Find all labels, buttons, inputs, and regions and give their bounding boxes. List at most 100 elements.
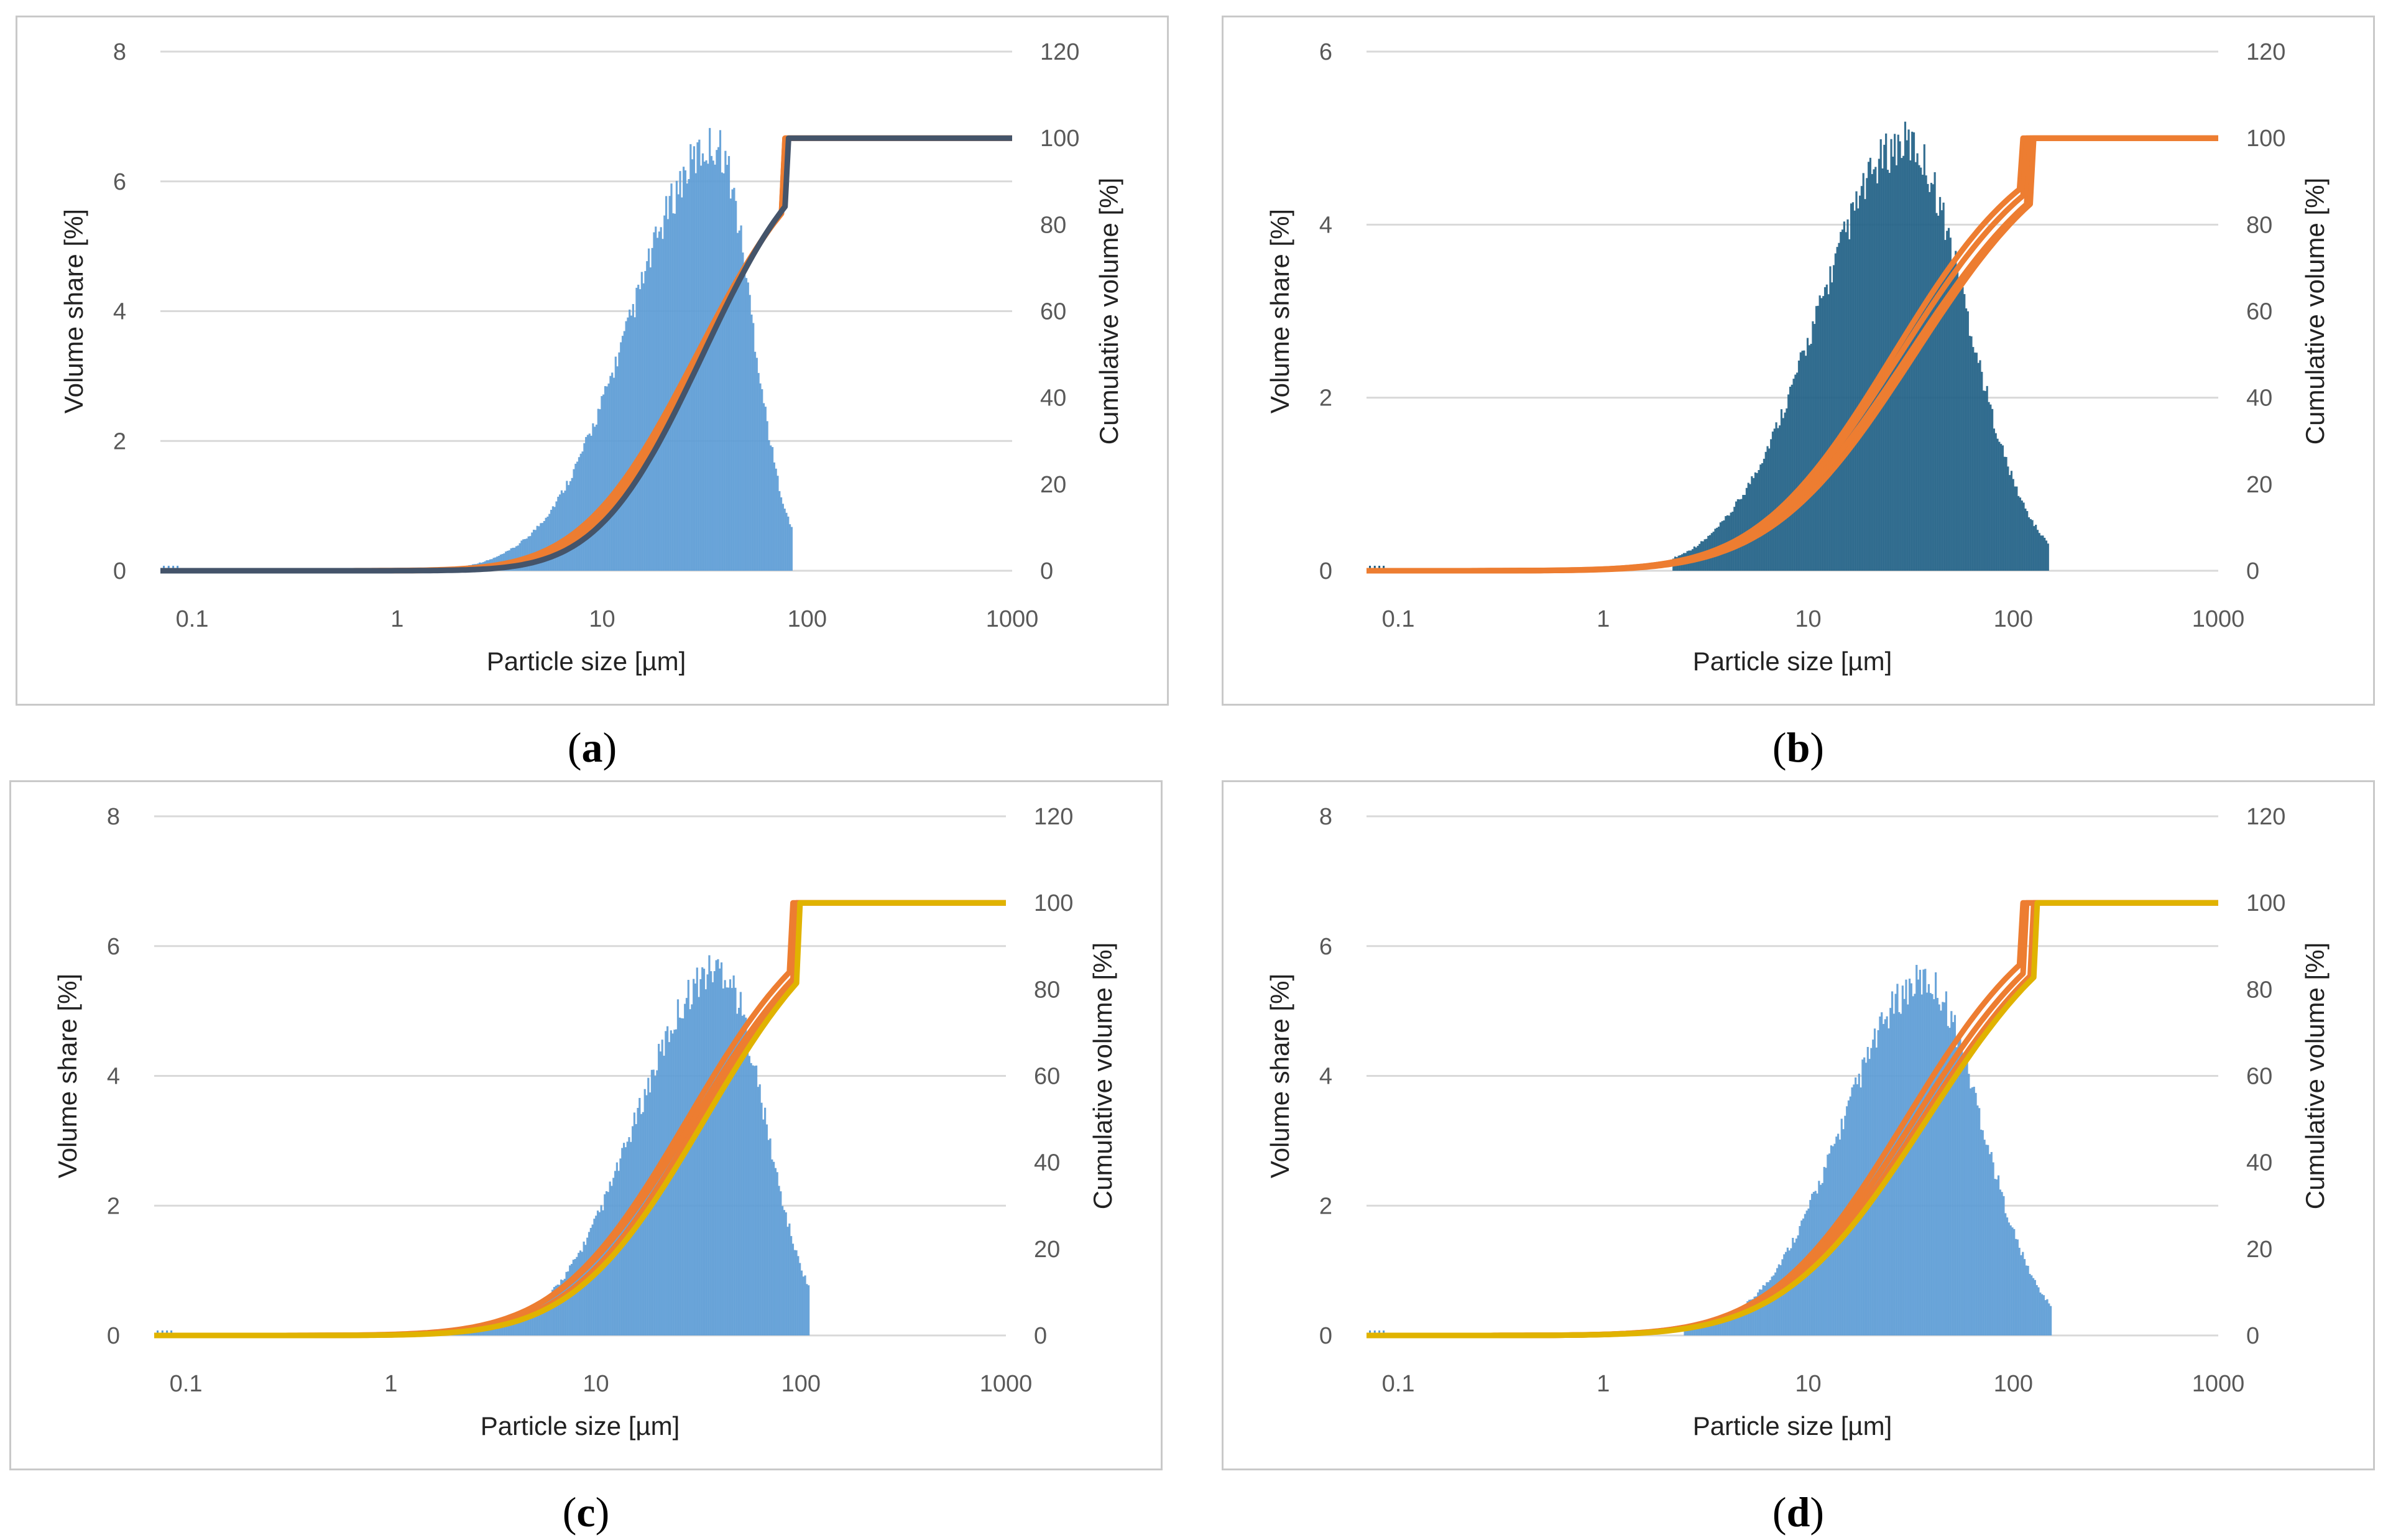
histogram-bar: [1749, 484, 1751, 571]
histogram-bar: [2029, 1273, 2031, 1335]
y-left-axis-label: Volume share [%]: [59, 209, 88, 413]
histogram-bar: [1738, 1309, 1740, 1335]
histogram-bar: [665, 196, 668, 571]
x-tick-label: 1: [1597, 606, 1610, 632]
histogram-bar: [540, 523, 542, 571]
histogram-bar: [736, 233, 739, 571]
histogram-bar: [1832, 265, 1835, 571]
panel-caption: (c): [562, 1488, 610, 1536]
histogram-bar: [755, 1065, 758, 1335]
histogram-bar: [551, 506, 555, 571]
histogram-bar: [1946, 231, 1948, 571]
histogram-bar: [2018, 1247, 2021, 1335]
histogram-bar: [1996, 1179, 1998, 1335]
histogram-bar: [602, 394, 605, 571]
histogram-bar: [588, 1232, 591, 1335]
histogram-bar: [1818, 295, 1821, 571]
histogram-bar: [745, 278, 748, 571]
histogram-bar: [558, 1284, 561, 1335]
y-right-tick-label: 40: [1040, 385, 1066, 412]
histogram-bar: [1797, 1235, 1799, 1335]
histogram-bar: [808, 1285, 810, 1335]
histogram-bar: [683, 167, 685, 571]
histogram-bar: [1988, 402, 1990, 571]
histogram-bar: [1706, 1326, 1709, 1335]
y-right-tick-label: 20: [1034, 1237, 1060, 1263]
histogram-bar: [1961, 287, 1964, 571]
histogram-bar: [1708, 1325, 1710, 1335]
y-right-tick-label: 0: [1040, 558, 1053, 584]
histogram-bar: [1751, 476, 1753, 571]
histogram-bar: [1841, 229, 1844, 571]
histogram-bar: [1955, 251, 1957, 571]
histogram-bar: [654, 1076, 657, 1335]
histogram-bar: [592, 423, 594, 571]
histogram-bar: [1972, 347, 1975, 571]
histogram-bar: [481, 1330, 484, 1335]
histogram-bar: [727, 987, 730, 1335]
histogram-bar: [583, 1242, 585, 1335]
histogram-bar: [679, 171, 681, 571]
cumulative-curves: [1367, 135, 2218, 574]
histogram-bar: [567, 1271, 569, 1335]
panel-caption: (b): [1772, 724, 1825, 771]
histogram-bar: [716, 150, 718, 571]
histogram-bar: [607, 383, 610, 571]
histogram-bar: [1924, 969, 1927, 1335]
histogram-bar: [780, 497, 783, 571]
histogram-bar: [1791, 384, 1793, 571]
cumulative-line-yellow-1: [1367, 900, 2218, 1339]
histogram-bar: [703, 969, 706, 1335]
histogram-bar: [2022, 1252, 2024, 1335]
histogram-bar: [2039, 1292, 2042, 1335]
histogram-bar: [1898, 1012, 1901, 1335]
histogram-bar: [530, 1311, 533, 1335]
histogram-bar: [711, 982, 714, 1335]
cumulative-curves: [154, 900, 1006, 1339]
histogram-bar: [1715, 1322, 1718, 1335]
y-right-tick-label: 100: [2246, 890, 2285, 916]
histogram-bar: [1981, 372, 1983, 571]
histogram-bar: [483, 1330, 486, 1335]
histogram-bar: [586, 435, 589, 571]
histogram-bar: [735, 201, 737, 571]
histogram-bar: [1873, 169, 1875, 571]
histogram-bar: [1797, 360, 1800, 571]
histogram-bar: [724, 980, 726, 1335]
histogram-bar: [1747, 482, 1749, 571]
y-left-tick-label: 4: [107, 1064, 120, 1090]
histogram-bar: [2016, 486, 2018, 571]
histogram-bar: [1753, 1296, 1756, 1335]
chart-panel-b: 0 2 4 6 0 20 40 60 80 100 120 0.1 1 10 100 1000 Particle…: [1222, 16, 2383, 771]
histogram-bar: [715, 960, 717, 1335]
histogram-bar: [786, 1227, 789, 1335]
y-right-axis-label: Cumulative volume [%]: [2300, 943, 2330, 1210]
histogram-bar: [2013, 1229, 2016, 1335]
histogram-bar: [2001, 445, 2004, 571]
histogram-bar: [783, 1210, 786, 1335]
histogram-bar: [1685, 1330, 1688, 1335]
histogram-bar: [579, 1250, 582, 1335]
histogram-bar: [638, 289, 642, 571]
histogram-bar: [2004, 1213, 2007, 1335]
histogram-bar: [525, 1313, 528, 1335]
histogram-bar: [1792, 379, 1795, 571]
histogram-bar: [1848, 239, 1851, 571]
histogram-bar: [710, 971, 712, 1335]
x-tick-label: 0.1: [1382, 1371, 1415, 1397]
histogram-bar: [696, 967, 698, 1335]
histogram-bar: [736, 1013, 739, 1335]
histogram-bar: [774, 1168, 777, 1335]
histogram-bar: [1983, 1140, 1986, 1335]
histogram-bar: [747, 282, 749, 571]
histogram-bar: [2035, 1284, 2038, 1335]
histogram-bar: [550, 1293, 552, 1335]
histogram-bar: [799, 1263, 801, 1335]
histogram-bar: [1743, 1306, 1745, 1335]
histogram-bar: [644, 270, 647, 571]
chart-panel-d: 0 2 4 6 8 0 20 40 60 80 100 120 0.1 1 10 100 1000 Particl…: [1222, 780, 2383, 1536]
histogram-bar: [1718, 1321, 1721, 1335]
x-tick-label: 1000: [986, 606, 1039, 632]
histogram-bar: [1769, 1279, 1771, 1335]
